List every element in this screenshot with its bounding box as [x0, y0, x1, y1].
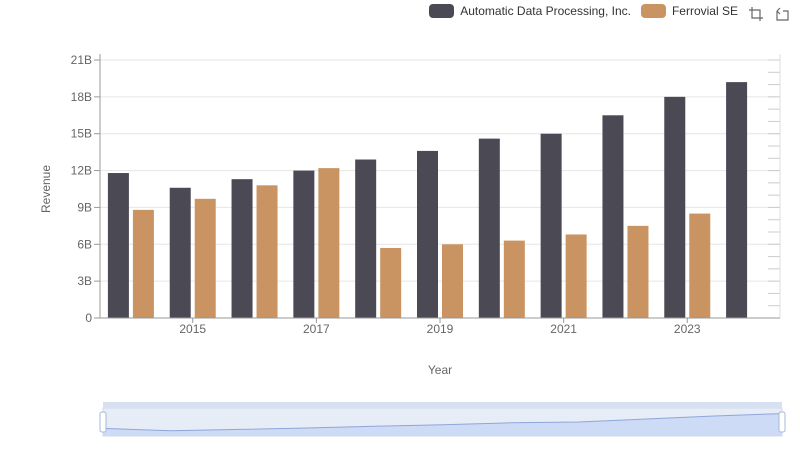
y-tick-label: 21B: [71, 53, 92, 67]
zoom-handle-left[interactable]: [99, 411, 107, 433]
legend-label-adp: Automatic Data Processing, Inc.: [460, 4, 631, 18]
x-tick-label: 2021: [550, 322, 577, 336]
y-tick-label: 9B: [77, 200, 92, 214]
bar-adp: [169, 187, 191, 318]
zoom-icon[interactable]: [748, 6, 764, 22]
x-tick-label: 2019: [427, 322, 454, 336]
restore-icon[interactable]: [774, 6, 790, 22]
x-tick-label: 2023: [674, 322, 701, 336]
y-tick-label: 0: [85, 311, 92, 325]
bar-adp: [726, 82, 748, 318]
bar-ferrovial: [689, 213, 711, 318]
bar-adp: [478, 138, 500, 318]
bar-adp: [355, 159, 377, 318]
bar-adp: [417, 150, 438, 318]
bar-ferrovial: [565, 234, 587, 318]
zoom-slider-line: [102, 413, 783, 432]
bar-ferrovial: [194, 198, 216, 318]
legend: Automatic Data Processing, Inc. Ferrovia…: [429, 4, 738, 18]
bar-adp: [602, 115, 624, 319]
y-tick-label: 3B: [77, 274, 92, 288]
bar-ferrovial: [256, 185, 278, 318]
zoom-handle-right[interactable]: [778, 411, 786, 433]
legend-swatch-ferrovial: [640, 4, 666, 18]
bar-adp: [293, 170, 315, 318]
bar-ferrovial: [627, 225, 649, 318]
y-axis-title: Revenue: [39, 165, 53, 213]
y-tick-label: 18B: [71, 90, 92, 104]
x-tick-label: 2017: [303, 322, 330, 336]
legend-item-adp[interactable]: Automatic Data Processing, Inc.: [429, 4, 631, 18]
bar-ferrovial: [503, 240, 525, 318]
toolbox: [748, 6, 790, 22]
y-tick-label: 15B: [71, 127, 92, 141]
x-tick-label: 2015: [179, 322, 206, 336]
bar-adp: [107, 173, 129, 318]
bar-adp: [231, 179, 253, 318]
y-tick-label: 12B: [71, 164, 92, 178]
legend-item-ferrovial[interactable]: Ferrovial SE: [640, 4, 738, 18]
bar-adp: [540, 133, 562, 318]
bar-adp: [664, 96, 686, 318]
bar-ferrovial: [442, 244, 463, 318]
legend-swatch-adp: [429, 4, 455, 18]
y-tick-label: 6B: [77, 237, 92, 251]
x-axis-title: Year: [428, 363, 452, 377]
legend-label-ferrovial: Ferrovial SE: [671, 4, 738, 18]
bar-ferrovial: [318, 168, 340, 318]
bar-ferrovial: [132, 209, 154, 318]
bar-ferrovial: [380, 247, 402, 318]
zoom-slider-bar: [103, 402, 782, 408]
